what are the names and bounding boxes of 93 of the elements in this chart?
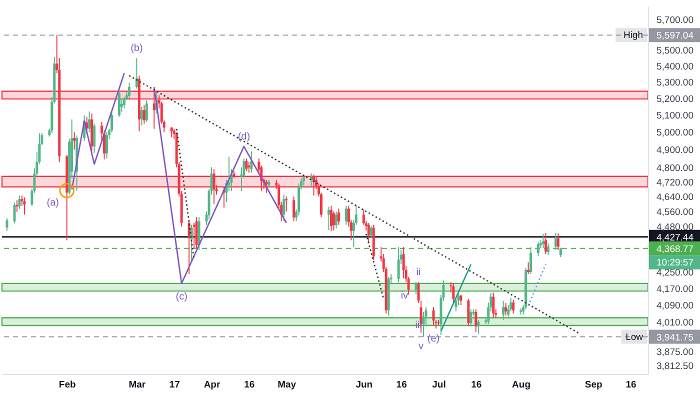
candlestick [327, 206, 330, 230]
candlestick [337, 208, 340, 226]
x-tick-label: 16 [244, 380, 255, 390]
candlestick [282, 194, 286, 222]
candlestick [504, 302, 508, 316]
candlestick [467, 298, 470, 327]
candlestick [334, 210, 338, 230]
y-tick-label: 5,000.00 [656, 128, 694, 139]
y-tick-label: 4,427.44 [656, 232, 694, 244]
candlestick [135, 58, 138, 90]
x-tick-label: Jul [432, 380, 446, 390]
y-tick-label: 4,250.00 [656, 268, 694, 279]
candlestick [460, 294, 462, 306]
x-tick-label: Sep [584, 380, 603, 390]
y-tick-label: 4,640.00 [656, 192, 694, 203]
y-tick-label: 5,500.00 [656, 46, 694, 57]
annotation: ii [416, 267, 421, 278]
candlestick [414, 282, 418, 296]
candlestick [198, 216, 200, 251]
y-tick-label: 3,875.00 [656, 347, 694, 358]
candlestick [245, 158, 248, 172]
y-tick-label: 4,720.00 [656, 177, 694, 188]
candlestick [344, 205, 348, 226]
candlestick [492, 292, 495, 318]
x-tick-label: Jun [356, 380, 373, 390]
y-tick-label: 5,400.00 [656, 61, 694, 72]
annotation: v [418, 340, 424, 352]
candlestick [195, 216, 198, 249]
x-tick-label: May [278, 380, 297, 390]
candlestick [452, 282, 455, 304]
y-tick-label: 3,941.75 [656, 332, 694, 344]
candlestick [477, 319, 480, 334]
candlestick [530, 246, 532, 275]
x-tick-label: 16 [471, 380, 482, 390]
text: 10:29:57 [656, 257, 694, 268]
x-tick-label: 16 [626, 380, 636, 390]
ref-line-label: Low [626, 332, 644, 343]
candlestick [140, 106, 143, 126]
candlestick [145, 100, 148, 122]
candlestick [397, 246, 400, 283]
candlestick [292, 196, 296, 222]
candlestick [512, 299, 515, 314]
candlestick [142, 104, 146, 124]
y-tick-label: 4,900.00 [656, 145, 694, 156]
annotation: (b) [130, 43, 143, 54]
candlestick [367, 222, 370, 244]
candlestick [402, 246, 405, 279]
candlestick [152, 86, 156, 130]
candlestick [170, 126, 173, 138]
x-tick-label: Apr [204, 380, 220, 390]
x-tick-label: Aug [512, 380, 531, 390]
annotation: (a) [46, 198, 59, 209]
candlestick [559, 247, 562, 258]
line-series [71, 72, 125, 190]
line-series [153, 86, 288, 284]
y-tick-label: 4,560.00 [656, 206, 694, 218]
y-tick-label: 4,090.00 [656, 300, 694, 312]
candlestick [212, 168, 216, 204]
y-tick-label: 4,010.00 [656, 318, 694, 329]
y-tick-label: 5,200.00 [656, 94, 694, 105]
candlestick [502, 300, 505, 320]
ref-line-label: High [623, 30, 643, 42]
candlestick [248, 161, 250, 174]
candlestick [190, 224, 193, 262]
candlestick [537, 242, 540, 256]
candlestick [330, 205, 332, 232]
candlestick [554, 232, 557, 251]
candlestick [285, 196, 288, 212]
annotation: (c) [176, 291, 188, 302]
candlestick [302, 174, 306, 186]
x-tick-label: Mar [128, 380, 146, 390]
y-tick-label: 5,700.00 [656, 14, 694, 26]
candlestick [556, 232, 560, 251]
y-tick-label: 3,812.50 [656, 360, 694, 372]
annotation: iv [400, 290, 408, 302]
candlestick [370, 226, 372, 239]
annotation: (d) [238, 131, 250, 142]
candlestick [250, 150, 253, 174]
y-tick-label: 5,100.00 [656, 110, 694, 122]
candlestick [474, 308, 478, 333]
candlestick [470, 308, 472, 327]
x-tick-label: 17 [169, 380, 180, 390]
candlestick [527, 262, 530, 275]
x-tick-label: 16 [396, 380, 407, 390]
candlestick [542, 233, 544, 249]
candlestick [546, 242, 550, 256]
x-tick-label: Feb [58, 380, 76, 390]
y-tick-label: 4,170.00 [656, 284, 694, 295]
candlestick [544, 232, 547, 255]
y-tick-label: 5,597.04 [656, 30, 694, 42]
y-tick-label: 5,300.00 [656, 78, 694, 89]
y-tick-label: 4,368.77 [656, 244, 694, 255]
y-tick-label: 4,800.00 [656, 162, 694, 174]
